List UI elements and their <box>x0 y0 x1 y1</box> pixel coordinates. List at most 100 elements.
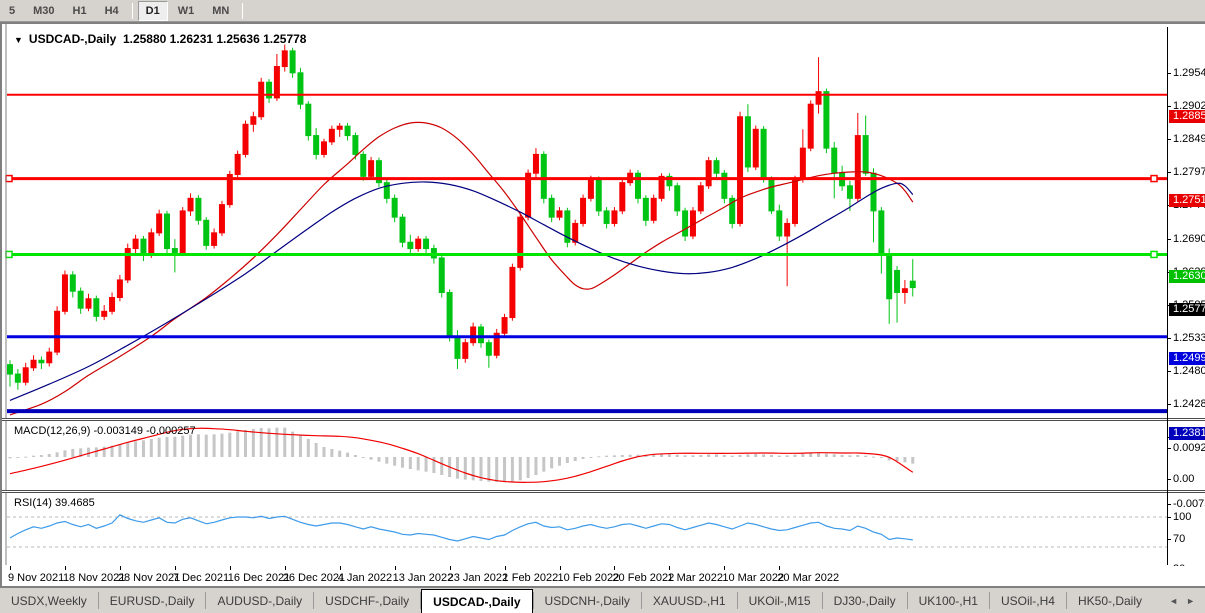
candle-bearish[interactable] <box>69 274 76 292</box>
candle-bearish[interactable] <box>548 197 555 218</box>
candle-bearish[interactable] <box>391 197 398 218</box>
candle-bullish[interactable] <box>226 173 233 206</box>
chart-tab-xauusd-h1[interactable]: XAUUSD-,H1 <box>652 593 726 608</box>
candle-bullish[interactable] <box>54 310 61 353</box>
timeframe-button-m30[interactable]: M30 <box>33 4 55 17</box>
timeframe-button-mn[interactable]: MN <box>212 4 230 17</box>
candle-bearish[interactable] <box>831 147 838 174</box>
candle-bullish[interactable] <box>109 296 116 312</box>
candle-bearish[interactable] <box>297 72 304 105</box>
candle-bullish[interactable] <box>470 326 477 344</box>
candle-bullish[interactable] <box>211 232 218 246</box>
candle-bearish[interactable] <box>407 241 414 250</box>
tab-scroll-left-icon[interactable]: ◄ <box>1169 595 1179 606</box>
candle-bearish[interactable] <box>721 172 728 199</box>
candle-bearish[interactable] <box>399 216 406 243</box>
candle-bearish[interactable] <box>454 335 461 359</box>
chart-tab-audusd-daily[interactable]: AUDUSD-,Daily <box>217 593 303 608</box>
price-chart-canvas[interactable] <box>2 24 1205 565</box>
candle-bearish[interactable] <box>438 257 445 293</box>
candle-bearish[interactable] <box>635 172 641 199</box>
candle-bullish[interactable] <box>854 135 861 199</box>
candle-bearish[interactable] <box>564 210 571 243</box>
candle-bearish[interactable] <box>894 270 901 293</box>
candle-bullish[interactable] <box>509 266 516 319</box>
candle-bearish[interactable] <box>642 197 649 221</box>
candle-bearish[interactable] <box>383 182 390 199</box>
line-drag-handle[interactable] <box>1150 250 1158 259</box>
chart-tab-dj30-daily[interactable]: DJ30-,Daily <box>833 593 896 608</box>
candle-bearish[interactable] <box>203 219 210 246</box>
candle-bullish[interactable] <box>242 123 249 155</box>
candle-bullish[interactable] <box>336 125 343 130</box>
candle-bullish[interactable] <box>116 279 123 298</box>
candle-bearish[interactable] <box>485 342 492 356</box>
candle-bearish[interactable] <box>909 280 916 289</box>
candle-bearish[interactable] <box>682 210 689 237</box>
candle-bullish[interactable] <box>258 81 265 118</box>
candle-bullish[interactable] <box>368 160 375 177</box>
candle-bullish[interactable] <box>234 153 241 175</box>
candle-bearish[interactable] <box>375 160 382 184</box>
candle-bullish[interactable] <box>132 238 139 250</box>
candle-bearish[interactable] <box>289 50 296 74</box>
timeframe-button-h1[interactable]: H1 <box>72 4 87 17</box>
candle-bullish[interactable] <box>587 179 594 199</box>
candle-bearish[interactable] <box>744 116 751 168</box>
candle-bullish[interactable] <box>658 175 665 199</box>
candle-bearish[interactable] <box>478 326 484 344</box>
candle-bearish[interactable] <box>7 364 13 375</box>
candle-bearish[interactable] <box>360 153 367 177</box>
candle-bullish[interactable] <box>705 160 712 187</box>
candle-bullish[interactable] <box>611 210 618 224</box>
candle-bearish[interactable] <box>862 135 869 174</box>
candle-bearish[interactable] <box>423 238 430 250</box>
candle-bullish[interactable] <box>250 116 257 125</box>
main-macd-separator[interactable] <box>2 418 1205 421</box>
candle-bearish[interactable] <box>886 253 893 300</box>
candle-bullish[interactable] <box>525 172 532 218</box>
chart-tab-usoil-h4[interactable]: USOil-,H4 <box>1000 593 1055 608</box>
candle-bearish[interactable] <box>760 128 767 181</box>
candle-bullish[interactable] <box>179 210 186 255</box>
timeframe-button-w1[interactable]: W1 <box>177 4 195 17</box>
candle-bearish[interactable] <box>540 153 547 199</box>
candle-bearish[interactable] <box>713 160 720 174</box>
candle-bullish[interactable] <box>650 197 657 221</box>
chart-tab-hk50-daily[interactable]: HK50-,Daily <box>1077 593 1143 608</box>
candle-bullish[interactable] <box>580 197 587 224</box>
candle-bullish[interactable] <box>46 351 53 364</box>
timeframe-button-5[interactable]: 5 <box>9 4 16 17</box>
candle-bullish[interactable] <box>792 179 798 224</box>
candle-bullish[interactable] <box>815 91 822 105</box>
candle-bearish[interactable] <box>674 185 681 212</box>
candle-bullish[interactable] <box>273 66 280 99</box>
candle-bullish[interactable] <box>619 182 626 212</box>
candle-bullish[interactable] <box>61 274 68 312</box>
chart-tab-uk100-h1[interactable]: UK100-,H1 <box>918 593 978 608</box>
candle-bearish[interactable] <box>195 197 202 221</box>
candle-bearish[interactable] <box>344 125 351 137</box>
candle-bullish[interactable] <box>901 288 908 293</box>
line-drag-handle[interactable] <box>1150 174 1158 183</box>
candle-bearish[interactable] <box>603 210 610 224</box>
candle-bearish[interactable] <box>352 135 359 155</box>
timeframe-button-d1[interactable]: D1 <box>137 0 168 21</box>
candle-bullish[interactable] <box>156 213 163 234</box>
candle-bullish[interactable] <box>752 128 759 168</box>
candle-bullish[interactable] <box>784 222 791 237</box>
candle-bullish[interactable] <box>187 197 194 212</box>
candle-bullish[interactable] <box>30 359 37 369</box>
candle-bearish[interactable] <box>140 238 147 256</box>
candle-bearish[interactable] <box>666 175 673 187</box>
candle-bullish[interactable] <box>493 332 500 356</box>
candle-bearish[interactable] <box>164 213 170 250</box>
line-drag-handle[interactable] <box>5 250 13 259</box>
chart-tab-usdx-weekly[interactable]: USDX,Weekly <box>11 593 87 608</box>
candle-bearish[interactable] <box>729 197 736 224</box>
candle-bearish[interactable] <box>776 210 783 237</box>
candle-bullish[interactable] <box>532 153 539 174</box>
candle-bullish[interactable] <box>737 116 744 224</box>
chart-tab-usdcnh-daily[interactable]: USDCNH-,Daily <box>544 593 630 608</box>
candle-bearish[interactable] <box>823 91 830 149</box>
